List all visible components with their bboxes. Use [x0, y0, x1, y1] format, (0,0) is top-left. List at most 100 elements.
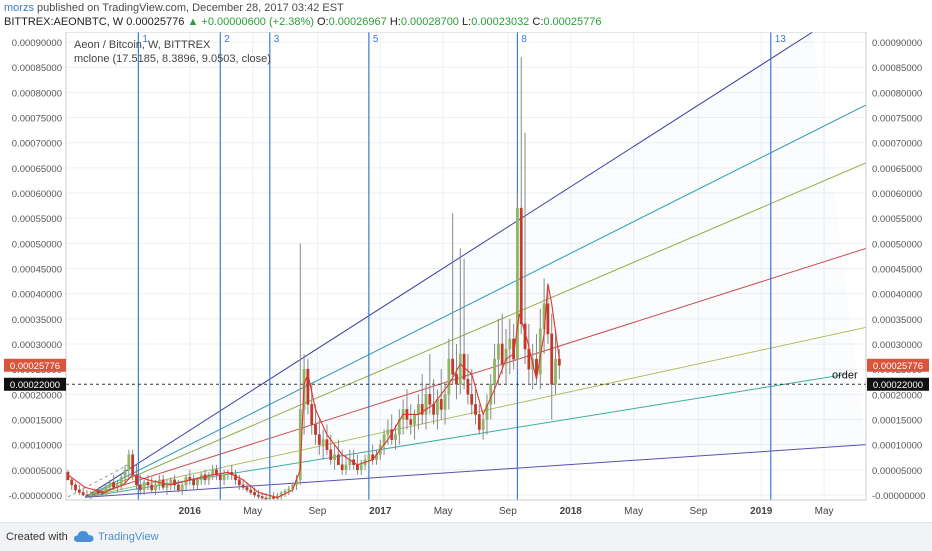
y-tick-label-left: 0.00080000 [12, 88, 62, 99]
y-tick-label-left: 0.00005000 [12, 466, 62, 477]
y-tick-label-right: 0.00040000 [872, 290, 922, 301]
candle-body [329, 449, 333, 460]
candle-body [310, 404, 314, 425]
candle-body [413, 414, 416, 425]
current-price-badge-left: 0.00025776 [10, 361, 60, 372]
up-arrow-icon: ▲ [187, 16, 199, 28]
x-tick-label: May [434, 506, 453, 517]
candle-body [123, 469, 127, 478]
symbol-line: BITTREX:AEONBTC, W 0.00025776 ▲ +0.00000… [4, 16, 602, 28]
fan-line [84, 373, 848, 498]
candle-body [249, 489, 253, 493]
fib-time-label: 5 [373, 34, 379, 45]
candle-body [447, 358, 451, 395]
y-tick-label-right: 0.00070000 [872, 139, 922, 150]
candle-body [420, 404, 424, 415]
fan-line [85, 444, 866, 498]
tradingview-cloud-icon [74, 531, 94, 542]
author-link[interactable]: morzs [4, 2, 34, 14]
candle-body [77, 489, 81, 493]
candle-body [119, 477, 123, 486]
candle-body [264, 497, 268, 500]
x-tick-label: 2019 [750, 506, 773, 517]
candle-body [241, 484, 245, 488]
close-value: 0.00025776 [543, 16, 602, 28]
candle-body [321, 439, 325, 445]
order-label: order [832, 369, 858, 381]
high-label: H: [389, 16, 401, 28]
chart-title: Aeon / Bitcoin, W, BITTREX [74, 39, 211, 51]
candle-body [93, 490, 96, 494]
candle-body [253, 492, 256, 496]
plot-background [66, 32, 866, 500]
price-chart[interactable]: 1 2 3 5 8 13 order 0.00090000 0.00090000 0.000850… [0, 32, 932, 522]
candle-body [81, 492, 85, 496]
fan-line [84, 247, 866, 498]
candle-body [104, 485, 108, 495]
order-price-badge-right-bg [867, 377, 929, 391]
y-tick-label-right: 0.00050000 [872, 239, 922, 250]
indicator-legend: mclone (17.5185, 8.3896, 9.0503, close) [74, 53, 271, 65]
candle-body [176, 484, 180, 491]
candle-body [443, 394, 447, 410]
candle-body [256, 494, 260, 497]
y-tick-label-right: 0.00080000 [872, 88, 922, 99]
candle-body [314, 424, 317, 435]
y-tick-label-left: 0.00015000 [12, 415, 62, 426]
candle-body [260, 496, 264, 499]
candle-body [424, 394, 428, 415]
order-price-badge-right: 0.00022000 [873, 380, 923, 391]
published-text: published on TradingView.com, December 2… [37, 2, 344, 14]
candle-body [474, 404, 477, 415]
y-tick-label-left: 0.00085000 [12, 63, 62, 74]
y-tick-label-right: 0.00075000 [872, 114, 922, 125]
order-price-badge-left-bg [4, 377, 66, 391]
x-tick-label: 2018 [560, 506, 583, 517]
fib-time-label: 3 [274, 34, 280, 45]
candle-body [367, 454, 371, 460]
candle-body [215, 469, 218, 476]
y-tick-label-left: 0.00020000 [12, 390, 62, 401]
y-tick-label-left: 0.00030000 [12, 340, 62, 351]
y-tick-label-right: 0.00030000 [872, 340, 922, 351]
candle-body [516, 207, 519, 360]
candle-body [477, 414, 481, 430]
footer-bar: Created with TradingView [0, 522, 932, 551]
candle-body [455, 373, 458, 385]
candle-body [222, 474, 226, 481]
candle-body [394, 434, 397, 440]
fib-time-label: 8 [521, 34, 527, 45]
current-price-badge-right-bg [867, 358, 929, 372]
plot-border [65, 32, 867, 501]
candle-body [245, 487, 249, 491]
candle-body [386, 429, 390, 435]
y-tick-label-left: 0.00040000 [12, 290, 62, 301]
y-tick-label-left: 0.00045000 [12, 265, 62, 276]
candle-body [504, 348, 508, 365]
last-price: 0.00025776 [126, 16, 185, 28]
high-value: 0.00028700 [400, 16, 459, 28]
candle-body [485, 404, 489, 420]
candle-body [142, 482, 146, 491]
candle-body [131, 454, 135, 476]
y-tick-label-left: 0.00010000 [12, 441, 62, 452]
fib-time-label: 13 [775, 34, 787, 45]
candle-body [283, 490, 287, 494]
y-tick-label-right: 0.00035000 [872, 315, 922, 326]
current-price-badge-left-bg [4, 358, 66, 372]
x-tick-label: Sep [689, 506, 707, 517]
candle-body [234, 474, 237, 481]
candle-body [211, 469, 215, 476]
candle-body [550, 333, 554, 385]
candle-body [127, 454, 131, 471]
candle-body [356, 464, 359, 471]
tradingview-link[interactable]: TradingView [98, 531, 159, 543]
candle-body [180, 484, 184, 491]
y-tick-label-right: 0.00015000 [872, 415, 922, 426]
chart-area[interactable]: 1 2 3 5 8 13 order 0.00090000 0.00090000 0.000850… [0, 32, 932, 522]
candle-body [237, 479, 241, 486]
candle-body [557, 358, 561, 366]
candle-body [439, 399, 443, 410]
y-tick-label-right: 0.00010000 [872, 441, 922, 452]
candle-body [70, 479, 74, 486]
